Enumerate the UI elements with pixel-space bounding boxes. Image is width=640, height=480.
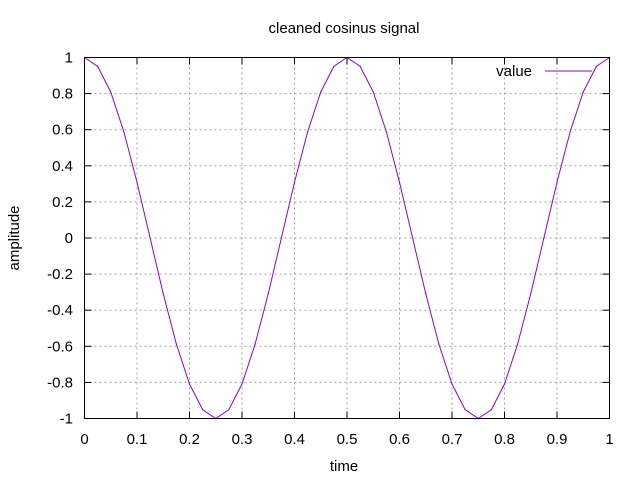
data-point xyxy=(595,65,597,67)
data-point xyxy=(425,293,427,295)
data-point xyxy=(398,181,401,183)
data-point xyxy=(556,181,558,183)
x-tick-label: 0.3 xyxy=(232,431,253,448)
data-point xyxy=(307,131,309,133)
y-tick-label: 0.4 xyxy=(52,158,73,175)
data-point xyxy=(530,293,532,295)
data-point xyxy=(438,343,440,345)
x-tick-label: 0.8 xyxy=(494,431,515,448)
x-tick-label: 0 xyxy=(80,431,88,448)
x-tick-label: 1 xyxy=(605,431,613,448)
x-axis-label: time xyxy=(330,458,358,475)
data-point xyxy=(451,383,453,385)
data-point xyxy=(241,383,243,385)
y-tick-label: 1 xyxy=(65,50,73,67)
x-tick-label: 0.9 xyxy=(547,431,568,448)
data-point xyxy=(464,409,466,411)
data-point xyxy=(267,293,269,295)
plot-frame xyxy=(84,57,610,419)
y-tick-label: 0.6 xyxy=(52,122,73,139)
data-point xyxy=(490,409,492,411)
data-point xyxy=(175,343,177,345)
data-point xyxy=(333,65,335,67)
x-tick-label: 0.2 xyxy=(179,431,200,448)
x-tick-label: 0.5 xyxy=(337,431,358,448)
data-point xyxy=(293,181,296,183)
data-point xyxy=(202,409,204,411)
grid xyxy=(84,57,610,419)
data-point xyxy=(228,409,230,411)
data-point xyxy=(582,91,584,93)
data-point xyxy=(254,343,256,345)
y-tick-label: 0.2 xyxy=(52,194,73,211)
y-tick-label: -1 xyxy=(60,411,73,428)
data-point xyxy=(517,343,519,345)
legend-label: value xyxy=(496,63,532,80)
data-point xyxy=(543,237,545,239)
data-point xyxy=(503,383,506,385)
x-tick-label: 0.6 xyxy=(389,431,410,448)
data-point xyxy=(320,91,322,93)
legend: value xyxy=(496,63,592,80)
y-tick-label: 0 xyxy=(65,230,73,247)
y-tick-label: 0.8 xyxy=(52,86,73,103)
x-tick-label: 0.4 xyxy=(284,431,305,448)
y-tick-label: -0.2 xyxy=(47,266,73,283)
data-point xyxy=(149,237,151,239)
y-axis-label: amplitude xyxy=(6,205,23,270)
data-point xyxy=(359,65,361,67)
chart-title: cleaned cosinus signal xyxy=(269,20,420,37)
data-point xyxy=(412,237,414,239)
x-tick-label: 0.7 xyxy=(442,431,463,448)
x-tick-label: 0.1 xyxy=(127,431,148,448)
data-point xyxy=(136,181,138,183)
data-point xyxy=(110,91,112,93)
data-point xyxy=(569,131,571,133)
axis-ticks: 0 0.1 0.2 0.3 0.4 0.5 0.6 0.7 0.8 0.9 1 1 0.8 0.6 0.4 0… xyxy=(47,50,614,449)
y-tick-label: -0.4 xyxy=(47,302,73,319)
data-point xyxy=(385,131,387,133)
y-tick-label: -0.6 xyxy=(47,338,73,355)
data-point xyxy=(97,65,99,67)
data-point xyxy=(188,383,191,385)
data-point xyxy=(162,293,164,295)
data-point xyxy=(280,237,282,239)
y-tick-label: -0.8 xyxy=(47,374,73,391)
data-point xyxy=(123,131,125,133)
data-point xyxy=(372,91,374,93)
